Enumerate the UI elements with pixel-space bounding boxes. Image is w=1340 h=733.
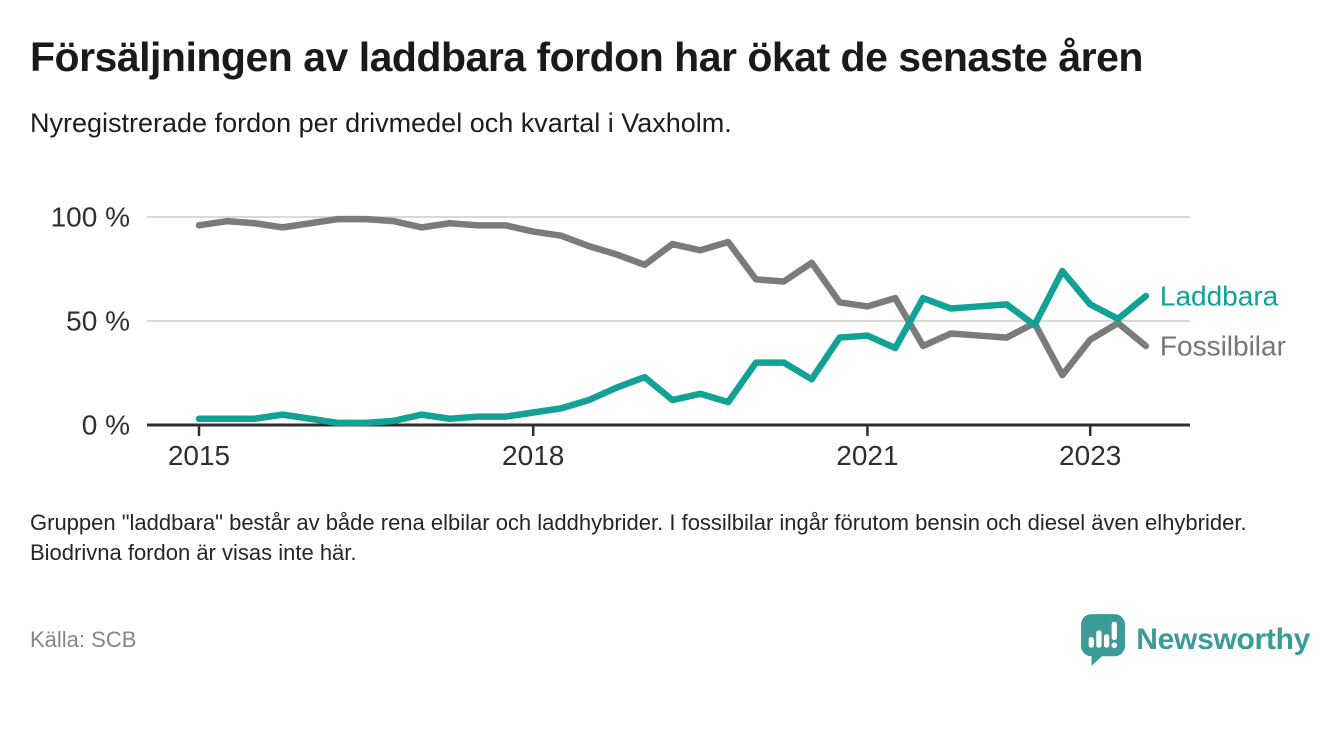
brand-logo[interactable]: Newsworthy — [1080, 613, 1310, 667]
series-line-laddbara[interactable] — [195, 267, 1150, 427]
brand-name: Newsworthy — [1136, 622, 1310, 656]
x-tick-label: 2023 — [1059, 440, 1121, 471]
x-tick-label: 2021 — [836, 440, 898, 471]
x-tick-label: 2018 — [502, 440, 564, 471]
legend-label-laddbara: Laddbara — [1160, 281, 1279, 312]
footer-row: Källa: SCB Newsworthy — [30, 613, 1310, 667]
newsworthy-pin-icon — [1081, 613, 1126, 666]
pin-shape — [1081, 613, 1126, 666]
y-tick-label: 100 % — [51, 201, 130, 232]
bar-medium — [1104, 633, 1110, 648]
legend-label-fossilbilar: Fossilbilar — [1160, 330, 1286, 361]
bar-small — [1088, 636, 1095, 648]
page-title: Försäljningen av laddbara fordon har öka… — [30, 34, 1143, 80]
bar-tall — [1096, 630, 1102, 648]
chart-subtitle: Nyregistrerade fordon per drivmedel och … — [30, 107, 732, 138]
y-tick-label: 0 % — [82, 409, 130, 440]
source-label: Källa: SCB — [30, 626, 137, 652]
line-chart: 0 % 50 % 100 % 2015 2018 2021 2023 Laddbara Foss… — [51, 201, 1286, 471]
x-tick-label: 2015 — [168, 440, 230, 471]
exclamation-dot — [1111, 642, 1118, 648]
series-line-fossilbilar[interactable] — [195, 215, 1150, 379]
y-tick-label: 50 % — [66, 305, 130, 336]
chart-footnote: Gruppen "laddbara" består av både rena e… — [30, 509, 1247, 566]
exclamation-bar — [1111, 621, 1118, 640]
